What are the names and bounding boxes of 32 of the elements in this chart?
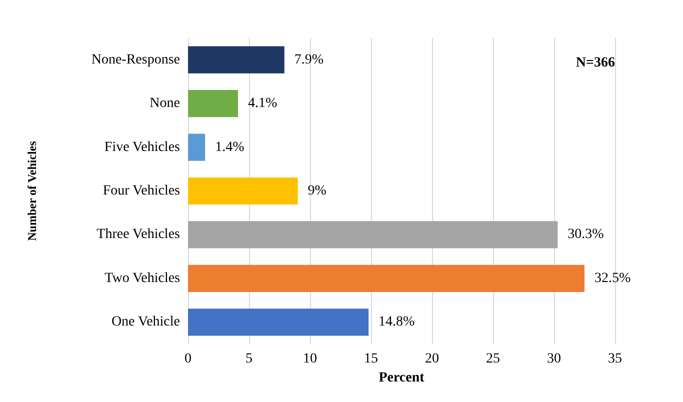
y-tick-label: Two Vehicles [104, 270, 180, 286]
bar [188, 221, 558, 248]
y-tick-label: Five Vehicles [104, 140, 180, 155]
data-label: 4.1% [248, 96, 278, 112]
x-tick-label: 5 [246, 352, 252, 366]
data-label: 30.3% [568, 227, 604, 242]
x-tick-label: 35 [608, 352, 622, 366]
y-tick-label: None-Response [91, 52, 180, 68]
bar [188, 308, 369, 336]
x-tick-label: 10 [303, 352, 317, 366]
data-label: 9% [308, 184, 327, 198]
y-tick-label: None [150, 96, 180, 112]
y-tick-label: One Vehicle [111, 314, 180, 330]
bar [188, 134, 206, 161]
bar [188, 177, 298, 205]
y-tick-label: Three Vehicles [96, 227, 180, 242]
bar [188, 90, 238, 118]
x-tick-label: 0 [184, 352, 192, 366]
y-tick-label: Four Vehicles [102, 184, 180, 198]
x-tick-label: 15 [364, 352, 378, 366]
data-label: 7.9% [294, 52, 324, 68]
data-label: 14.8% [378, 314, 416, 330]
x-tick-label: 25 [486, 352, 500, 366]
bar [188, 264, 584, 292]
y-axis-title: Number of Vehicles [25, 140, 39, 241]
x-tick-label: 30 [547, 352, 561, 366]
bar [188, 46, 284, 74]
annotation: N=366 [576, 56, 616, 70]
x-tick-label: 20 [425, 352, 439, 366]
x-axis-title: Percent [378, 370, 425, 386]
data-label: 32.5% [594, 270, 631, 286]
data-label: 1.4% [215, 140, 245, 155]
